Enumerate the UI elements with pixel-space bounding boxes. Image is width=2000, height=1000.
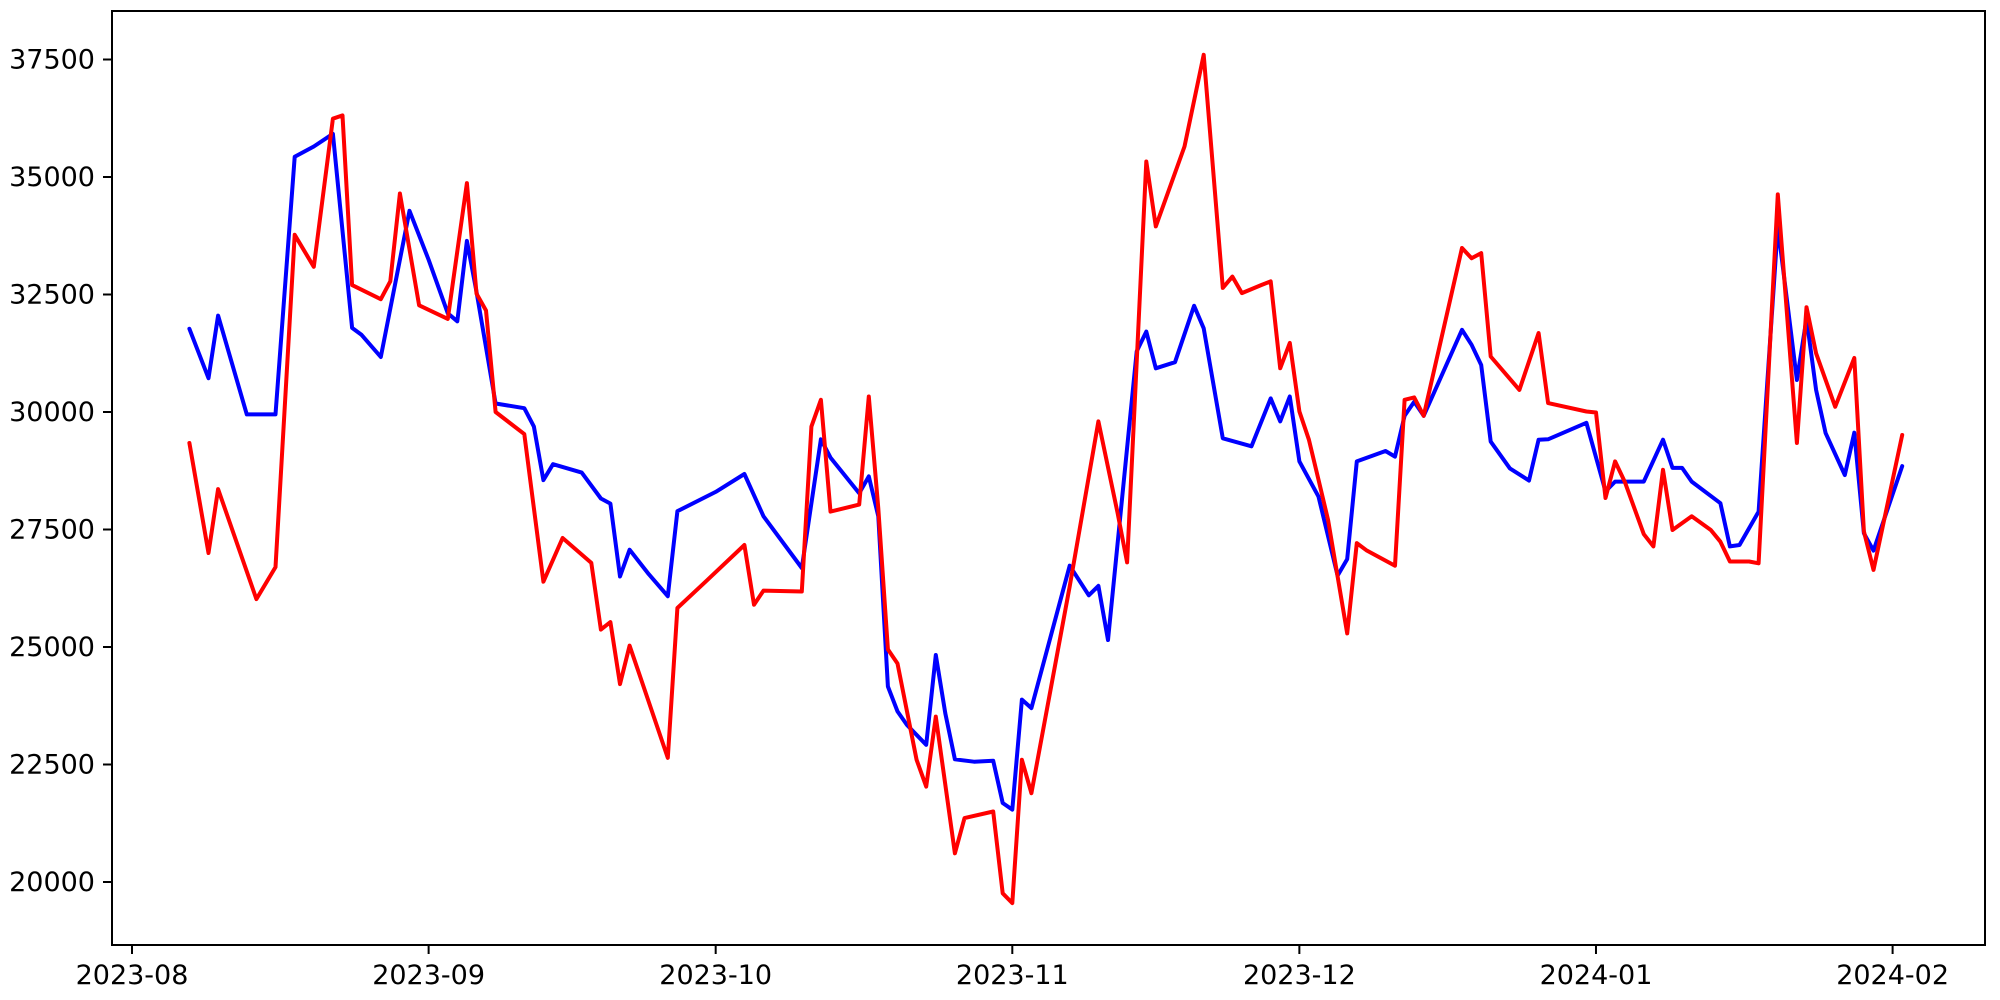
y-axis-tick-label: 27500 — [9, 515, 95, 546]
x-axis-tick-label: 2023-10 — [659, 960, 772, 991]
y-axis-tick-label: 25000 — [9, 632, 95, 663]
y-axis-tick-label: 30000 — [9, 397, 95, 428]
y-axis-tick-label: 20000 — [9, 867, 95, 898]
x-axis-tick-label: 2023-11 — [956, 960, 1069, 991]
x-axis: 2023-08 2023-09 2023-10 2023-11 2023-12 2024-… — [76, 945, 1949, 991]
red-series-line — [187, 52, 1905, 906]
y-axis-tick-label: 37500 — [9, 45, 95, 76]
plot-border — [111, 10, 1986, 946]
y-axis-tick-label: 22500 — [9, 750, 95, 781]
x-axis-tick-label: 2023-12 — [1243, 960, 1356, 991]
series-lines — [187, 52, 1905, 906]
x-axis-tick-label: 2023-08 — [76, 960, 189, 991]
x-axis-tick-label: 2024-02 — [1836, 960, 1949, 991]
y-axis: 20000 22500 25000 27500 30000 32500 35000 37500 — [9, 45, 112, 898]
x-axis-tick-label: 2024-01 — [1540, 960, 1653, 991]
y-axis-tick-label: 35000 — [9, 162, 95, 193]
y-axis-tick-label: 32500 — [9, 280, 95, 311]
x-axis-tick-label: 2023-09 — [372, 960, 485, 991]
blue-series-line — [187, 131, 1905, 812]
